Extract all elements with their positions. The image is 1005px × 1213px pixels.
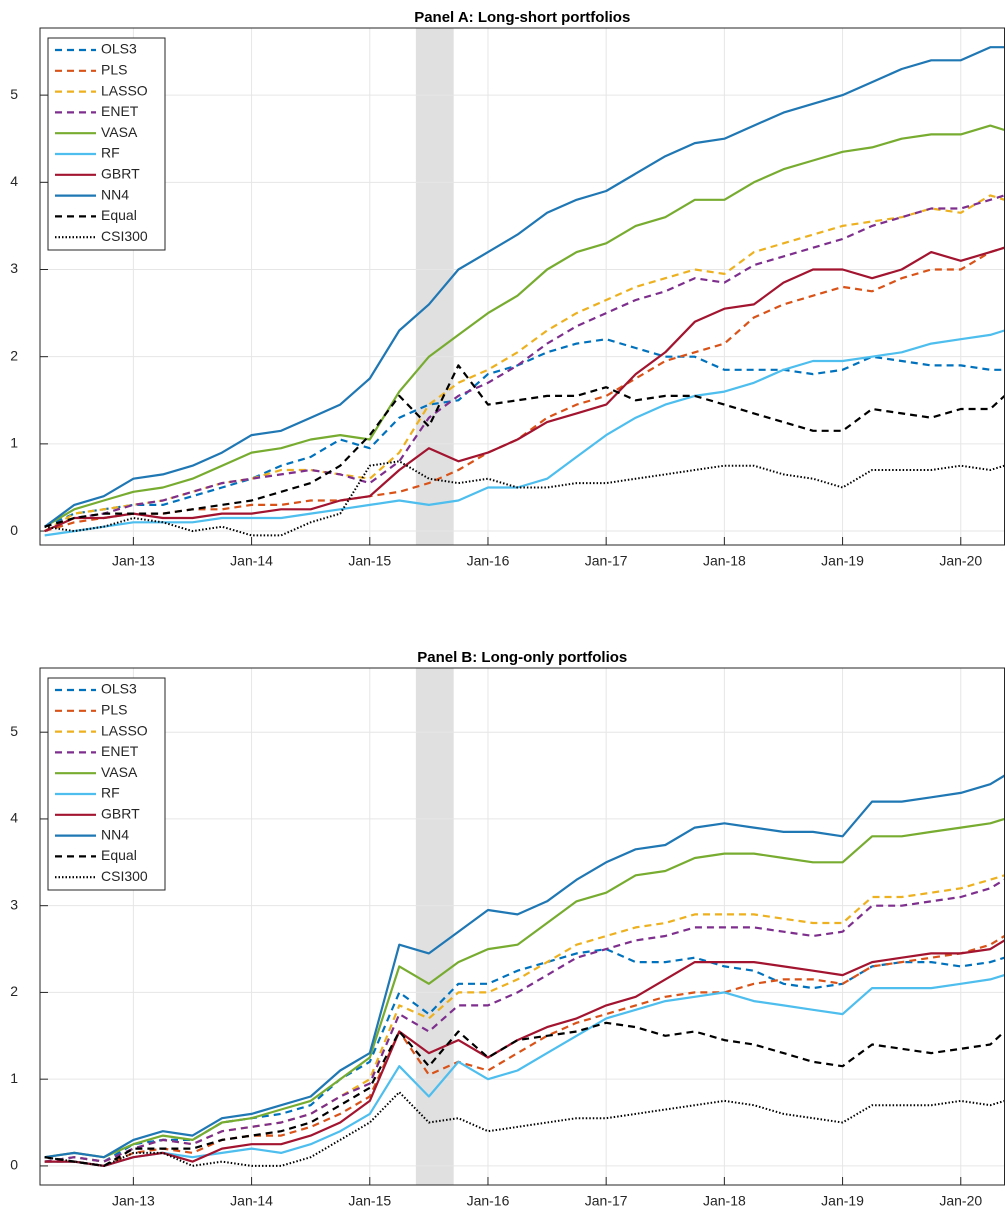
series-line — [44, 338, 1005, 528]
x-tick-label: Jan-13 — [112, 553, 155, 569]
series-line — [44, 939, 1005, 1167]
series-line — [44, 194, 1005, 533]
series-line — [44, 948, 1005, 1163]
y-tick-label: 3 — [10, 896, 18, 912]
x-tick-label: Jan-14 — [230, 1193, 273, 1209]
series-line — [44, 874, 1005, 1163]
series-line — [44, 364, 1005, 528]
x-tick-label: Jan-15 — [348, 553, 391, 569]
legend-label: GBRT — [101, 166, 140, 182]
y-tick-label: 4 — [10, 810, 18, 826]
series-line — [44, 1021, 1005, 1167]
y-tick-label: 1 — [10, 435, 18, 451]
series-line — [44, 935, 1005, 1167]
series-line — [44, 329, 1005, 537]
legend-label: NN4 — [101, 186, 129, 202]
legend-label: ENET — [101, 103, 139, 119]
legend-label: VASA — [101, 124, 138, 140]
x-tick-label: Jan-17 — [585, 553, 628, 569]
legend-box — [47, 37, 166, 251]
legend-label: PLS — [101, 702, 127, 718]
legend-label: Equal — [101, 847, 137, 863]
x-tick-label: Jan-18 — [703, 1193, 746, 1209]
x-tick-label: Jan-17 — [585, 1193, 628, 1209]
x-tick-label: Jan-13 — [112, 1193, 155, 1209]
series-line — [44, 246, 1005, 533]
y-tick-label: 1 — [10, 1070, 18, 1086]
legend-label: PLS — [101, 62, 127, 78]
x-tick-label: Jan-19 — [821, 1193, 864, 1209]
y-tick-label: 2 — [10, 347, 18, 363]
panel: Panel A: Long-short portfolios 0 1 2 3 4 5 Jan-… — [10, 9, 1005, 569]
x-tick-label: Jan-20 — [939, 553, 982, 569]
legend-label: Equal — [101, 207, 137, 223]
series-line — [44, 246, 1005, 533]
y-tick-label: 3 — [10, 260, 18, 276]
series-line — [44, 774, 1005, 1159]
x-tick-label: Jan-18 — [703, 553, 746, 569]
series-line — [44, 460, 1005, 537]
panel: Panel B: Long-only portfolios 0 1 2 3 4 5 Jan-1… — [10, 649, 1005, 1209]
series-line — [44, 878, 1005, 1163]
legend-label: RF — [101, 145, 120, 161]
legend-box — [47, 677, 166, 891]
legend-label: RF — [101, 785, 120, 801]
panel-title: Panel B: Long-only portfolios — [417, 649, 627, 666]
legend-label: VASA — [101, 764, 138, 780]
legend-label: ENET — [101, 743, 139, 759]
legend-label: OLS3 — [101, 41, 137, 57]
legend-label: CSI300 — [101, 868, 148, 884]
series-line — [44, 817, 1005, 1159]
shaded-period — [415, 668, 454, 1185]
axes-box — [39, 667, 1005, 1186]
series-line — [44, 46, 1005, 528]
panel-title: Panel A: Long-short portfolios — [414, 9, 630, 26]
shaded-period — [415, 28, 454, 545]
legend-label: GBRT — [101, 806, 140, 822]
legend-label: LASSO — [101, 722, 148, 738]
legend-label: CSI300 — [101, 228, 148, 244]
legend-label: NN4 — [101, 826, 129, 842]
x-tick-label: Jan-19 — [821, 553, 864, 569]
series-line — [44, 974, 1005, 1167]
y-tick-label: 0 — [10, 522, 18, 538]
x-tick-label: Jan-16 — [467, 553, 510, 569]
y-tick-label: 5 — [10, 86, 18, 102]
y-tick-label: 5 — [10, 723, 18, 739]
y-tick-label: 4 — [10, 173, 18, 189]
legend: OLS3 PLS LASSO ENET VASA RF GBRT NN4 Equal CSI300 — [47, 677, 166, 891]
y-tick-label: 2 — [10, 983, 18, 999]
x-tick-label: Jan-16 — [467, 1193, 510, 1209]
legend: OLS3 PLS LASSO ENET VASA RF GBRT NN4 Equal CSI300 — [47, 37, 166, 251]
x-tick-label: Jan-20 — [939, 1193, 982, 1209]
legend-label: OLS3 — [101, 681, 137, 697]
series-line — [44, 124, 1005, 528]
series-line — [44, 1091, 1005, 1167]
legend-label: LASSO — [101, 82, 148, 98]
x-tick-label: Jan-15 — [348, 1193, 391, 1209]
y-tick-label: 0 — [10, 1157, 18, 1173]
x-tick-label: Jan-14 — [230, 553, 273, 569]
